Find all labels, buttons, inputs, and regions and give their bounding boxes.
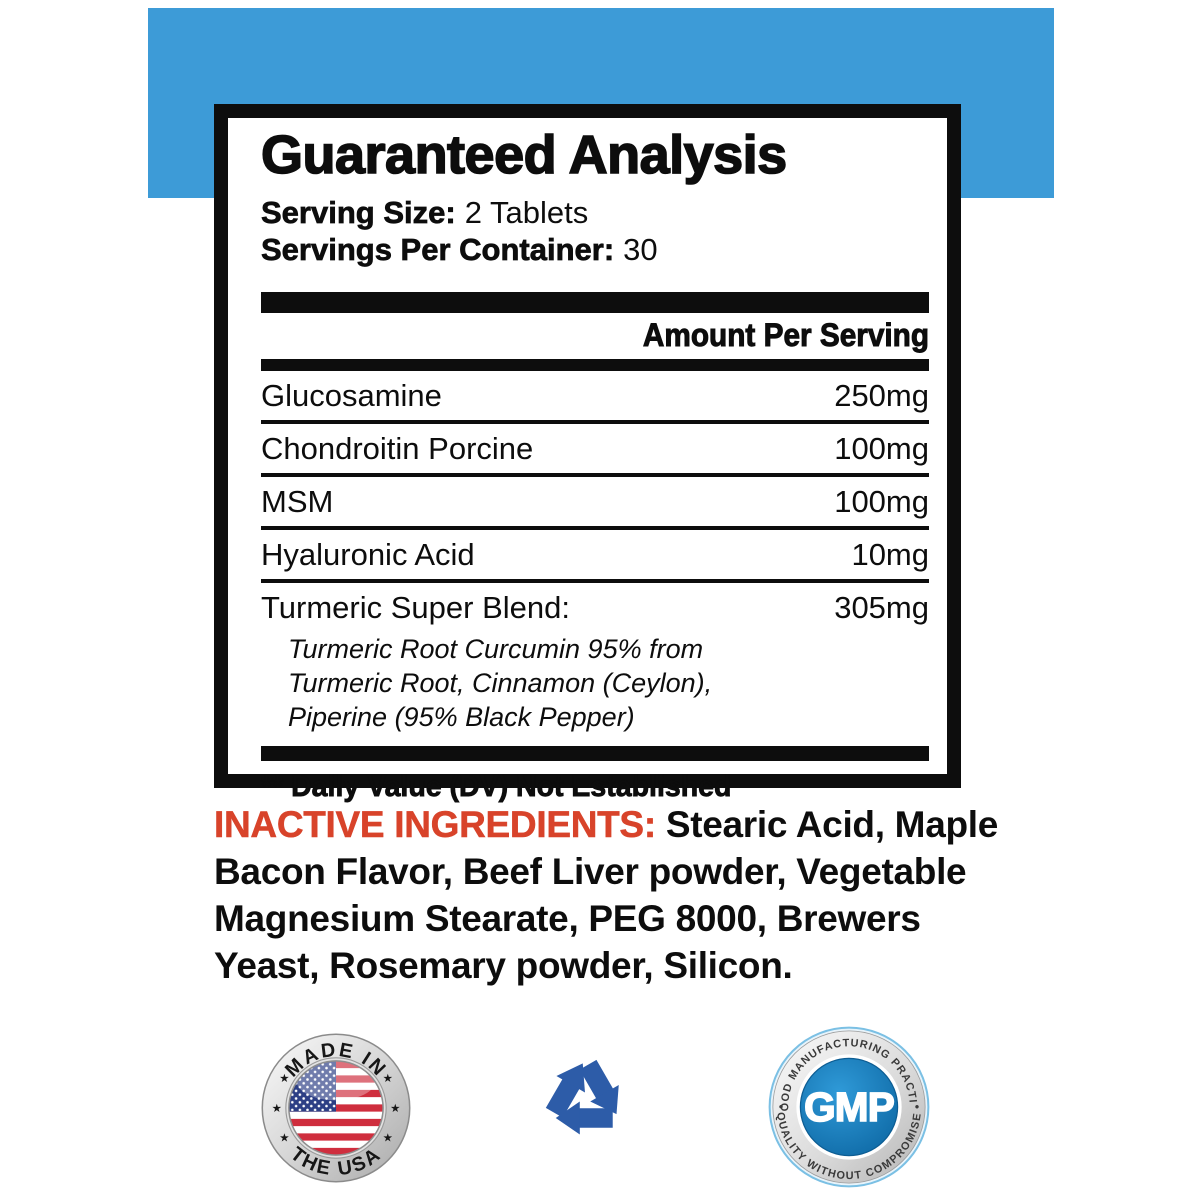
ingredient-name: Chondroitin Porcine xyxy=(261,431,534,467)
made-in-usa-badge: MADE IN THE USA ★ ★ ★ ★ ★ ★ xyxy=(260,1032,412,1184)
divider-bar-bottom xyxy=(261,746,929,762)
recycle-icon xyxy=(545,1059,619,1135)
gmp-separator-dot: • xyxy=(779,1100,783,1114)
blend-detail-line: Piperine (95% Black Pepper) xyxy=(288,702,635,733)
serving-info: Serving Size: 2 Tablets Servings Per Cont… xyxy=(261,194,929,268)
ingredient-amount: 250mg xyxy=(834,378,929,414)
ingredient-amount: 10mg xyxy=(851,537,929,573)
divider-bar-header xyxy=(261,359,929,372)
inactive-line: INACTIVE INGREDIENTS: Stearic Acid, Mapl… xyxy=(214,801,1034,848)
inactive-line: Yeast, Rosemary powder, Silicon. xyxy=(214,945,793,986)
inactive-line-rest: Stearic Acid, Maple xyxy=(655,804,999,845)
gmp-badge: GOOD MANUFACTURING PRACTICE QUALITY WITH… xyxy=(768,1026,930,1188)
star-icon: ★ xyxy=(279,1132,289,1144)
table-row: Glucosamine 250mg xyxy=(261,371,929,425)
ingredient-amount: 100mg xyxy=(834,431,929,467)
servings-per-container-line: Servings Per Container: 30 xyxy=(261,231,929,268)
ingredient-name: Hyaluronic Acid xyxy=(261,537,475,573)
blend-detail-line: Turmeric Root, Cinnamon (Ceylon), xyxy=(288,668,713,699)
gmp-separator-dot: • xyxy=(915,1100,919,1114)
inactive-line: Bacon Flavor, Beef Liver powder, Vegetab… xyxy=(214,851,967,892)
usa-badge-stars: ★ ★ ★ ★ ★ ★ xyxy=(272,1073,401,1144)
table-row: Turmeric Super Blend: 305mg xyxy=(261,583,929,632)
ingredient-name: Glucosamine xyxy=(261,378,442,414)
star-icon: ★ xyxy=(390,1103,400,1115)
servings-per-container-value: 30 xyxy=(623,232,658,268)
ingredient-amount: 305mg xyxy=(834,590,929,626)
star-icon: ★ xyxy=(383,1132,393,1144)
amount-per-serving-header: Amount Per Serving xyxy=(642,317,929,354)
inactive-line: Magnesium Stearate, PEG 8000, Brewers xyxy=(214,898,921,939)
guaranteed-analysis-panel: Guaranteed Analysis Serving Size: 2 Table… xyxy=(214,104,961,804)
star-icon: ★ xyxy=(279,1073,289,1085)
blend-details: Turmeric Root Curcumin 95% from Turmeric… xyxy=(288,632,929,734)
panel-title: Guaranteed Analysis xyxy=(260,125,788,185)
daily-value-footnote: ** Daily Value (DV) Not Established xyxy=(261,770,732,804)
table-row: Hyaluronic Acid 10mg xyxy=(261,530,929,584)
ingredient-amount: 100mg xyxy=(834,484,929,520)
star-icon: ★ xyxy=(383,1073,393,1085)
serving-size-line: Serving Size: 2 Tablets xyxy=(261,194,929,231)
serving-size-label: Serving Size: xyxy=(261,195,456,231)
inactive-ingredients-paragraph: INACTIVE INGREDIENTS: Stearic Acid, Mapl… xyxy=(214,801,1034,989)
gmp-center-text: GMP xyxy=(804,1084,894,1130)
divider-bar-top xyxy=(261,292,929,314)
made-in-usa-icon: MADE IN THE USA ★ ★ ★ ★ ★ ★ xyxy=(261,1033,411,1183)
servings-per-container-label: Servings Per Container: xyxy=(261,232,615,268)
ingredient-name: MSM xyxy=(261,484,334,520)
inactive-ingredients-label: INACTIVE INGREDIENTS: xyxy=(214,804,657,846)
table-row: Chondroitin Porcine 100mg xyxy=(261,424,929,478)
blend-detail-line: Turmeric Root Curcumin 95% from xyxy=(288,634,704,665)
table-row: MSM 100mg xyxy=(261,477,929,531)
gmp-icon: GOOD MANUFACTURING PRACTICE QUALITY WITH… xyxy=(768,1026,930,1188)
serving-size-value: 2 Tablets xyxy=(464,195,589,231)
ingredient-name: Turmeric Super Blend: xyxy=(261,590,570,626)
star-icon: ★ xyxy=(272,1103,282,1115)
recycle-badge xyxy=(510,1019,660,1169)
